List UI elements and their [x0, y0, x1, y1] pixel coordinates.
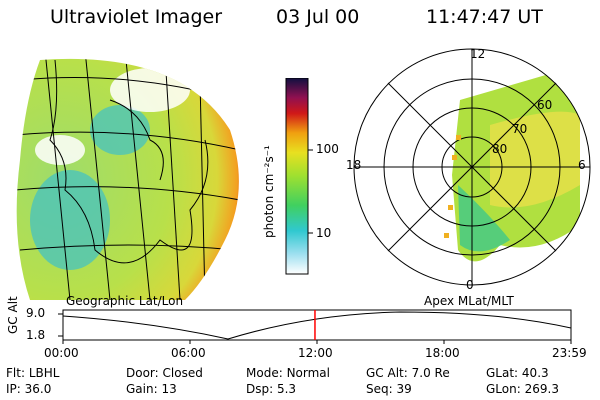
timeline-ytick-9: 9.0	[26, 306, 46, 320]
timeline-ytick-1-8: 1.8	[26, 328, 46, 342]
mlt-label-12: 12	[470, 47, 486, 61]
geographic-panel-label: Geographic Lat/Lon	[66, 294, 184, 308]
status-glat: GLat: 40.3	[486, 366, 549, 380]
mlt-label-6: 6	[578, 158, 586, 172]
timeline-xtick-1200: 12:00	[298, 346, 333, 360]
timeline-xtick-0600: 06:00	[171, 346, 206, 360]
date-display: 03 Jul 00	[276, 6, 360, 28]
colorbar	[285, 78, 313, 275]
status-seq: Seq: 39	[366, 382, 412, 396]
status-door: Door: Closed	[126, 366, 203, 380]
app-title: Ultraviolet Imager	[50, 6, 223, 28]
status-gc-alt: GC Alt: 7.0 Re	[366, 366, 450, 380]
status-glon: GLon: 269.3	[486, 382, 559, 396]
colorbar-tick-10: 10	[316, 226, 332, 240]
lat-label-70: 70	[512, 122, 528, 136]
lat-label-80: 80	[492, 142, 508, 156]
time-display: 11:47:47 UT	[426, 6, 543, 28]
timeline-axis-label: GC Alt	[6, 296, 20, 334]
status-ip: IP: 36.0	[6, 382, 52, 396]
altitude-timeline	[58, 309, 572, 344]
colorbar-tick-100: 100	[316, 142, 339, 156]
timeline-xtick-2359: 23:59	[552, 346, 587, 360]
geographic-image	[16, 58, 239, 300]
status-mode: Mode: Normal	[246, 366, 330, 380]
mlt-label-18: 18	[346, 158, 362, 172]
status-dsp: Dsp: 5.3	[246, 382, 297, 396]
lat-label-60: 60	[537, 98, 553, 112]
colorbar-unit-label: photon cm⁻²s⁻¹	[262, 145, 276, 238]
mlt-label-0: 0	[466, 278, 474, 292]
timeline-xtick-0000: 00:00	[44, 346, 79, 360]
polar-plot	[353, 48, 591, 286]
status-gain: Gain: 13	[126, 382, 177, 396]
apex-panel-label: Apex MLat/MLT	[424, 294, 514, 308]
timeline-xtick-1800: 18:00	[425, 346, 460, 360]
status-filter: Flt: LBHL	[6, 366, 60, 380]
